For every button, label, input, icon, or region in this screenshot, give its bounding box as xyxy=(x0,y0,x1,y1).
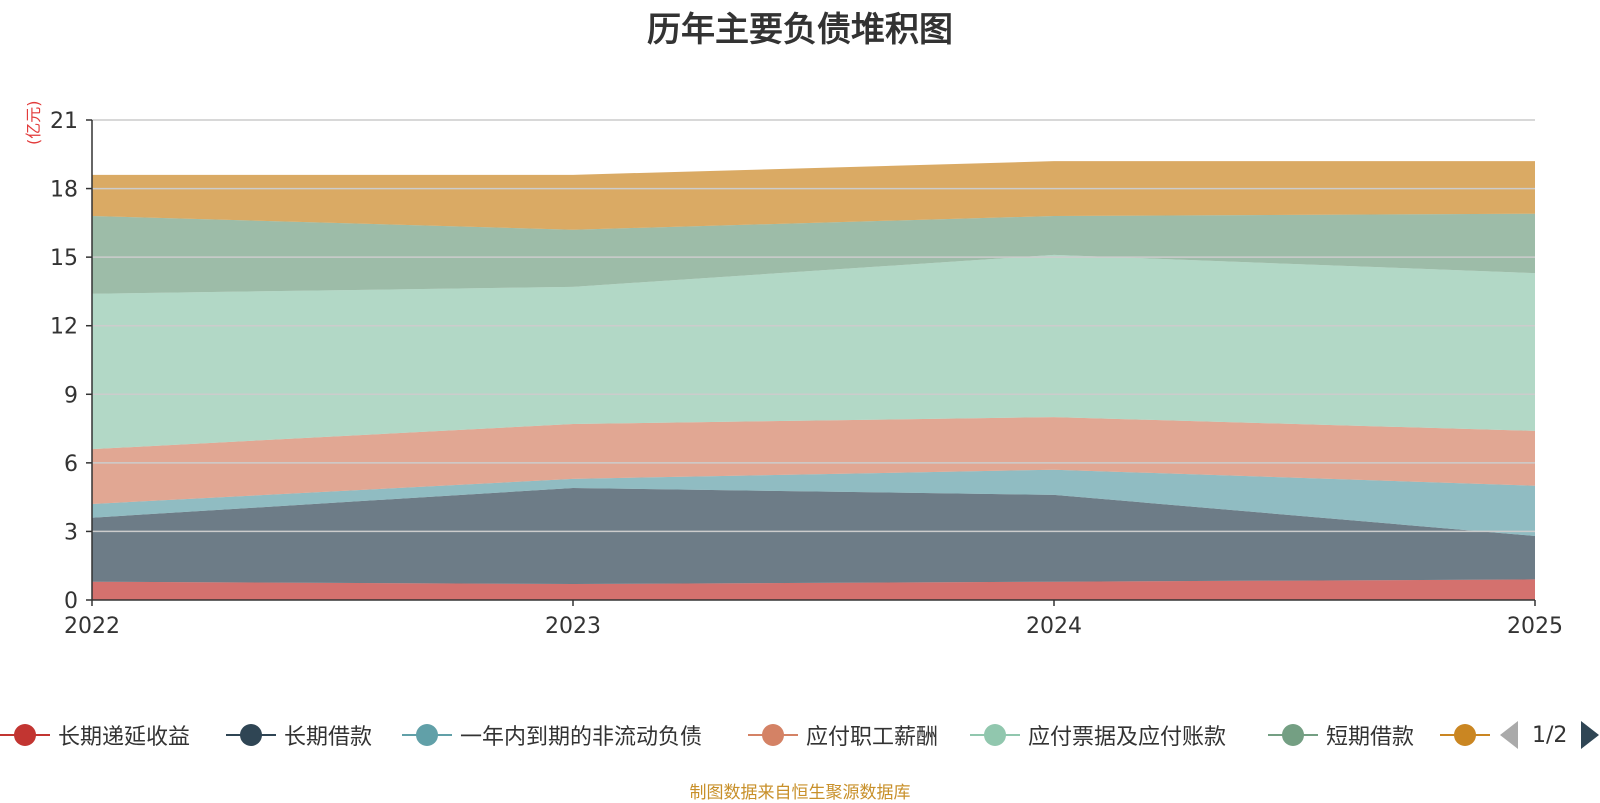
legend-item-payroll-payable[interactable]: 应付职工薪酬 xyxy=(748,718,938,752)
data-source-note: 制图数据来自恒生聚源数据库 xyxy=(689,783,911,803)
legend-item-current-noncurrent-liabilities[interactable]: 一年内到期的非流动负债 xyxy=(402,718,702,752)
legend-label: 长期递延收益 xyxy=(58,725,191,750)
legend-swatch-icon xyxy=(748,721,798,749)
y-tick-label: 15 xyxy=(50,246,78,271)
legend: 长期递延收益 长期借款 一年内到期的非流动负债 应付职工薪酬 应付票据及应付账款… xyxy=(0,718,1600,752)
legend-label: 长期借款 xyxy=(284,725,373,750)
legend-label: 一年内到期的非流动负债 xyxy=(460,725,703,750)
prev-page-icon[interactable] xyxy=(1500,721,1518,749)
x-tick-label: 2024 xyxy=(1026,614,1082,639)
legend-swatch-icon xyxy=(1268,721,1318,749)
area-series-3[interactable] xyxy=(92,417,1535,504)
legend-item-long-term-deferred-income[interactable]: 长期递延收益 xyxy=(0,718,190,752)
chart-title: 历年主要负债堆积图 xyxy=(647,10,953,50)
legend-pager: 1/2 xyxy=(1500,718,1600,752)
legend-label: 应付职工薪酬 xyxy=(806,725,939,750)
area-series-2[interactable] xyxy=(92,469,1535,536)
legend-label: 应付票据及应付账款 xyxy=(1028,725,1227,750)
area-series-6[interactable] xyxy=(92,161,1535,230)
legend-page-indicator: 1/2 xyxy=(1532,722,1568,748)
legend-swatch-icon xyxy=(0,721,50,749)
legend-label: 短期借款 xyxy=(1326,725,1415,750)
y-tick-label: 6 xyxy=(64,452,78,477)
y-tick-label: 3 xyxy=(64,520,78,545)
stacked-area-chart: 0 3 6 9 12 15 18 21 2022 2023 2024 2025 xyxy=(50,109,1563,639)
legend-item-notes-accounts-payable[interactable]: 应付票据及应付账款 xyxy=(970,718,1226,752)
legend-swatch-icon xyxy=(226,721,276,749)
area-series-4[interactable] xyxy=(92,254,1535,450)
y-tick-label: 21 xyxy=(50,109,78,134)
y-tick-label: 9 xyxy=(64,383,78,408)
y-tick-label: 12 xyxy=(50,315,78,340)
x-tick-label: 2022 xyxy=(64,614,120,639)
x-tick-label: 2025 xyxy=(1507,614,1563,639)
legend-item-long-term-loans[interactable]: 长期借款 xyxy=(226,718,372,752)
legend-swatch-icon xyxy=(1440,721,1490,749)
area-series-5[interactable] xyxy=(92,213,1535,294)
y-tick-label: 0 xyxy=(64,589,78,614)
legend-item-other[interactable] xyxy=(1440,718,1498,752)
area-series-0[interactable] xyxy=(92,579,1535,600)
legend-swatch-icon xyxy=(970,721,1020,749)
x-tick-label: 2023 xyxy=(545,614,601,639)
legend-item-short-term-loans[interactable]: 短期借款 xyxy=(1268,718,1414,752)
next-page-icon[interactable] xyxy=(1581,721,1600,749)
legend-swatch-icon xyxy=(402,721,452,749)
area-series-1[interactable] xyxy=(92,488,1535,584)
y-tick-label: 18 xyxy=(50,178,78,203)
